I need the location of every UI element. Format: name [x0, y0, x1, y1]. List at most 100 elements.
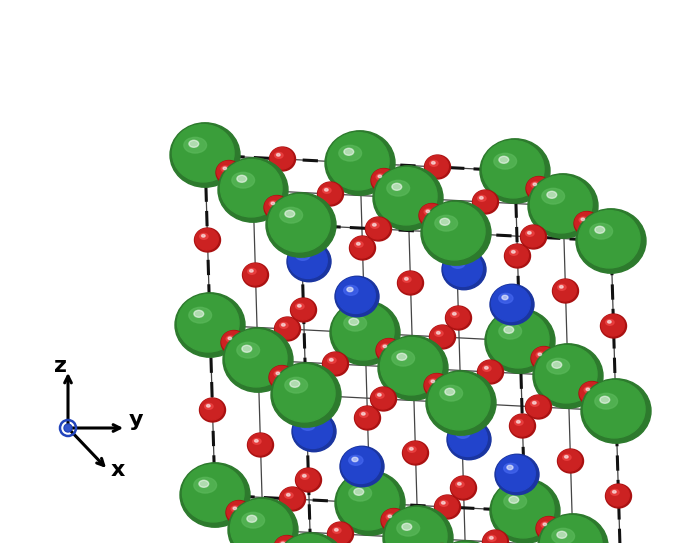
- Ellipse shape: [525, 395, 551, 419]
- Ellipse shape: [506, 245, 528, 266]
- Ellipse shape: [242, 263, 269, 287]
- Ellipse shape: [294, 412, 332, 449]
- Ellipse shape: [184, 137, 207, 153]
- Ellipse shape: [484, 531, 506, 543]
- Ellipse shape: [275, 536, 298, 543]
- Ellipse shape: [318, 182, 343, 206]
- Ellipse shape: [425, 155, 451, 179]
- Ellipse shape: [280, 488, 303, 509]
- Ellipse shape: [376, 338, 402, 363]
- Ellipse shape: [392, 184, 401, 190]
- Ellipse shape: [292, 411, 336, 452]
- Ellipse shape: [349, 236, 375, 260]
- Ellipse shape: [349, 485, 371, 501]
- Ellipse shape: [552, 361, 562, 368]
- Ellipse shape: [447, 419, 491, 460]
- Ellipse shape: [237, 175, 247, 182]
- Ellipse shape: [282, 324, 285, 326]
- Ellipse shape: [558, 450, 582, 471]
- Ellipse shape: [285, 210, 295, 217]
- Ellipse shape: [271, 202, 275, 205]
- Ellipse shape: [226, 336, 234, 342]
- Ellipse shape: [527, 177, 550, 199]
- Ellipse shape: [456, 428, 470, 438]
- Ellipse shape: [222, 331, 245, 352]
- Ellipse shape: [371, 168, 397, 192]
- Ellipse shape: [494, 153, 516, 169]
- Ellipse shape: [351, 237, 373, 258]
- Ellipse shape: [497, 456, 535, 491]
- Ellipse shape: [595, 393, 618, 409]
- Ellipse shape: [410, 447, 413, 450]
- Ellipse shape: [488, 535, 496, 541]
- Ellipse shape: [352, 457, 358, 462]
- Ellipse shape: [536, 352, 545, 358]
- Ellipse shape: [479, 197, 483, 199]
- Ellipse shape: [541, 522, 549, 528]
- Ellipse shape: [552, 528, 575, 543]
- Ellipse shape: [484, 367, 488, 369]
- Ellipse shape: [440, 501, 448, 506]
- Ellipse shape: [371, 387, 397, 411]
- Ellipse shape: [371, 388, 395, 409]
- Ellipse shape: [195, 228, 221, 252]
- Ellipse shape: [431, 380, 435, 383]
- Ellipse shape: [354, 488, 364, 495]
- Ellipse shape: [371, 223, 379, 228]
- Ellipse shape: [255, 439, 258, 442]
- Ellipse shape: [579, 382, 605, 406]
- Ellipse shape: [228, 498, 298, 543]
- Ellipse shape: [533, 183, 536, 186]
- Ellipse shape: [560, 286, 563, 288]
- Ellipse shape: [217, 161, 240, 182]
- Ellipse shape: [456, 482, 464, 487]
- Ellipse shape: [499, 323, 521, 339]
- Ellipse shape: [362, 413, 365, 415]
- Ellipse shape: [266, 193, 336, 257]
- Ellipse shape: [392, 350, 414, 366]
- Ellipse shape: [444, 250, 482, 287]
- Ellipse shape: [388, 515, 392, 517]
- Ellipse shape: [290, 298, 316, 322]
- Ellipse shape: [492, 286, 530, 321]
- Ellipse shape: [553, 280, 576, 301]
- Ellipse shape: [509, 496, 519, 503]
- Ellipse shape: [495, 454, 539, 495]
- Ellipse shape: [199, 481, 209, 487]
- Ellipse shape: [323, 353, 347, 374]
- Ellipse shape: [399, 272, 421, 293]
- Ellipse shape: [170, 123, 240, 187]
- Ellipse shape: [440, 218, 449, 225]
- Ellipse shape: [580, 382, 603, 403]
- Ellipse shape: [514, 419, 523, 425]
- Ellipse shape: [590, 223, 612, 239]
- Ellipse shape: [253, 438, 261, 444]
- Ellipse shape: [242, 513, 264, 528]
- Ellipse shape: [477, 195, 486, 201]
- Ellipse shape: [477, 360, 503, 384]
- Ellipse shape: [405, 277, 408, 280]
- Ellipse shape: [301, 473, 309, 479]
- Ellipse shape: [221, 160, 282, 217]
- Ellipse shape: [434, 495, 460, 519]
- Ellipse shape: [424, 209, 433, 215]
- Ellipse shape: [584, 387, 593, 393]
- Ellipse shape: [275, 153, 283, 159]
- Ellipse shape: [335, 471, 405, 535]
- Ellipse shape: [285, 493, 293, 498]
- Ellipse shape: [383, 506, 453, 543]
- Ellipse shape: [296, 250, 310, 260]
- Ellipse shape: [340, 446, 384, 487]
- Ellipse shape: [180, 463, 250, 527]
- Ellipse shape: [504, 494, 527, 509]
- Ellipse shape: [273, 364, 335, 422]
- Ellipse shape: [606, 485, 630, 506]
- Ellipse shape: [175, 293, 245, 357]
- Ellipse shape: [194, 310, 203, 317]
- Ellipse shape: [601, 315, 624, 336]
- Ellipse shape: [451, 477, 474, 498]
- Ellipse shape: [201, 235, 206, 237]
- Ellipse shape: [227, 501, 250, 522]
- Ellipse shape: [426, 371, 496, 435]
- Ellipse shape: [344, 148, 353, 155]
